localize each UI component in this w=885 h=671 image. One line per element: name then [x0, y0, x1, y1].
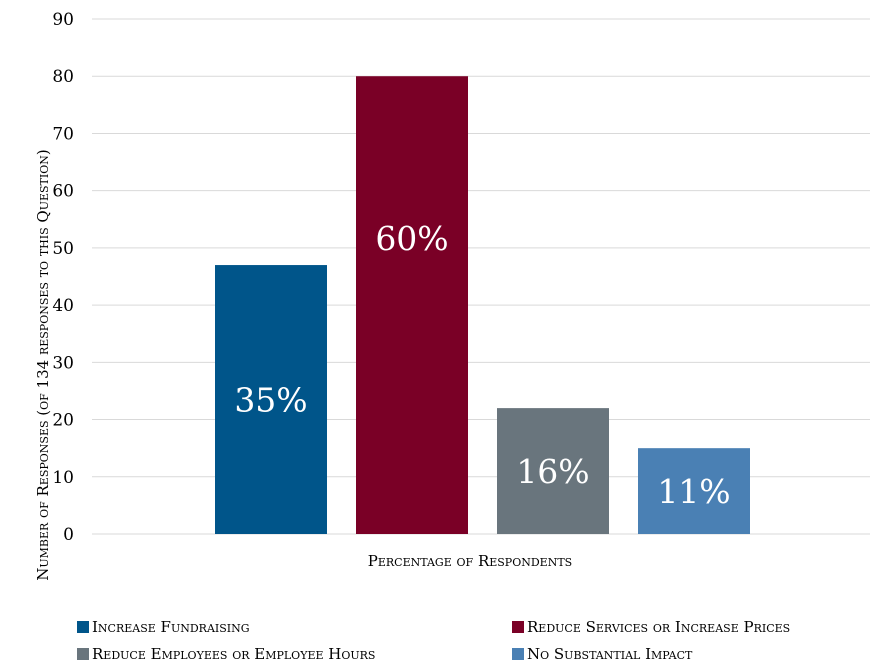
y-tick-label: 30 [52, 353, 74, 373]
y-tick-labels: 0 10 20 30 40 50 60 70 80 90 [52, 10, 74, 545]
y-tick-label: 40 [52, 296, 74, 316]
y-tick-label: 0 [63, 525, 74, 545]
y-tick-label: 50 [52, 239, 74, 259]
y-tick-label: 20 [52, 411, 74, 431]
y-axis-label: Number of Responses (of 134 responses to… [34, 149, 52, 580]
y-tick-label: 60 [52, 182, 74, 202]
legend-swatch [512, 621, 524, 633]
bar-reduce-employees-or-employee-hours [497, 408, 609, 534]
data-label: 16% [516, 452, 589, 491]
legend-label: Reduce Employees or Employee Hours [92, 645, 375, 663]
data-label: 60% [375, 219, 448, 258]
legend: Increase Fundraising Reduce Services or I… [77, 618, 790, 663]
y-tick-label: 70 [52, 124, 74, 144]
legend-label: Increase Fundraising [92, 618, 250, 636]
y-tick-label: 80 [52, 67, 74, 87]
bar-increase-fundraising [215, 265, 327, 534]
data-labels: 35% 60% 16% 11% [234, 219, 730, 511]
y-tick-label: 90 [52, 10, 74, 30]
data-label: 11% [657, 472, 730, 511]
legend-swatch [77, 621, 89, 633]
bar-no-substantial-impact [638, 448, 750, 534]
legend-label: No Substantial Impact [527, 645, 693, 663]
data-label: 35% [234, 381, 307, 420]
bars [215, 76, 750, 534]
gridlines [92, 18, 870, 535]
legend-label: Reduce Services or Increase Prices [527, 618, 790, 636]
x-axis-label: Percentage of Respondents [368, 552, 572, 570]
y-tick-label: 10 [52, 468, 74, 488]
legend-swatch [77, 648, 89, 660]
legend-swatch [512, 648, 524, 660]
bar-reduce-services-or-increase-prices [356, 76, 468, 534]
